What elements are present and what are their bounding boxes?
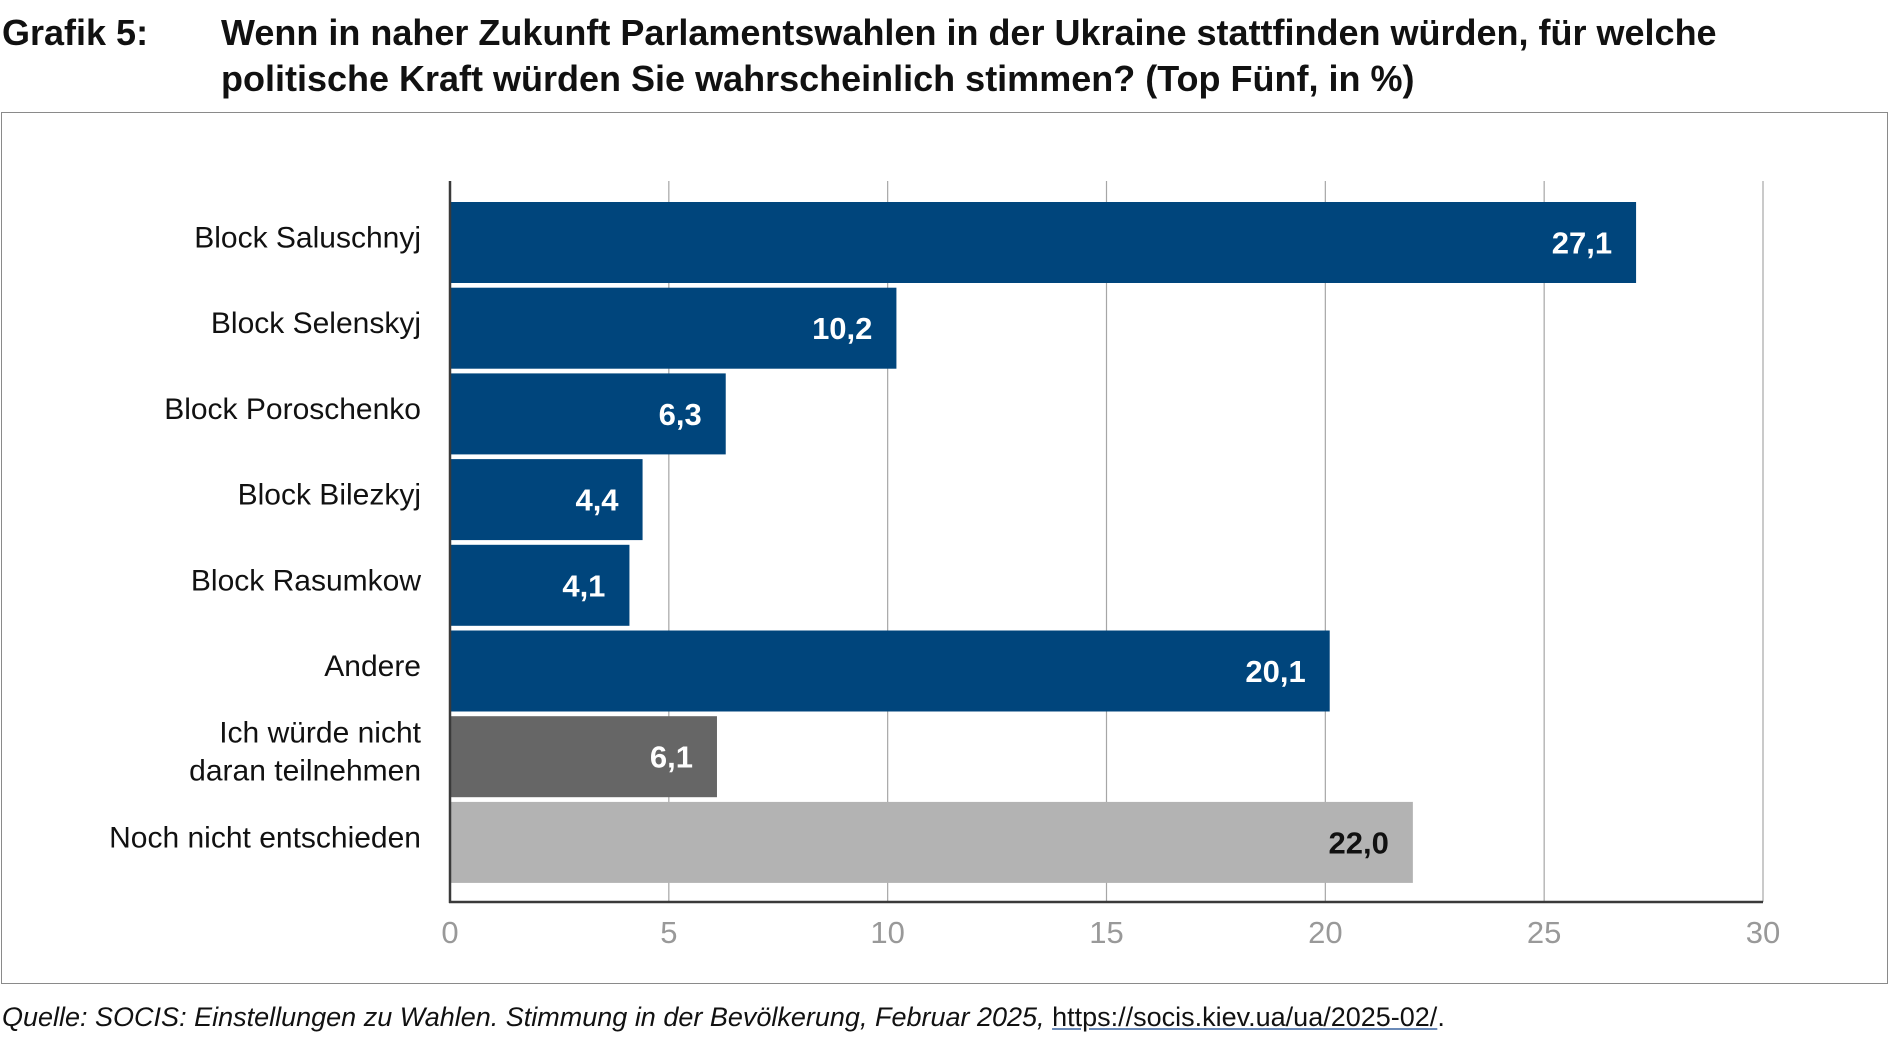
bar-value-label-3: 4,4 [575, 483, 619, 518]
category-label-3: Block Bilezkyj [238, 479, 421, 512]
bar-chart: 27,1 Block Saluschnyj 10,2 Block Selenskyj 6… [109, 181, 1780, 950]
category-label-6-line-0: Ich würde nicht [219, 717, 421, 750]
bar-4 [450, 544, 630, 626]
bar-value-label-6: 6,1 [650, 740, 693, 775]
bar-value-label-7: 22,0 [1329, 825, 1389, 860]
bar-5 [450, 630, 1330, 712]
bar-3 [450, 459, 643, 541]
source-text: Quelle: SOCIS: Einstellungen zu Wahlen. … [2, 1002, 1045, 1032]
bar-0 [450, 202, 1637, 283]
category-label-4: Block Rasumkow [191, 564, 421, 597]
category-label-1: Block Selenskyj [211, 307, 421, 340]
bar-7 [450, 801, 1413, 883]
bar-value-label-5: 20,1 [1245, 654, 1305, 689]
bar-value-label-0: 27,1 [1552, 226, 1612, 261]
bar-value-label-2: 6,3 [659, 397, 702, 432]
source-link[interactable]: https://socis.kiev.ua/ua/2025-02/ [1052, 1002, 1438, 1032]
x-tick-label-5: 5 [660, 915, 677, 950]
bar-value-label-1: 10,2 [812, 311, 872, 346]
bar-1 [450, 287, 897, 369]
x-tick-label-15: 15 [1089, 915, 1123, 950]
category-label-2: Block Poroschenko [164, 393, 421, 426]
chart-frame: 27,1 Block Saluschnyj 10,2 Block Selenskyj 6… [1, 112, 1888, 984]
x-tick-label-30: 30 [1746, 915, 1780, 950]
source-note: Quelle: SOCIS: Einstellungen zu Wahlen. … [2, 1000, 1445, 1034]
category-label-5: Andere [324, 650, 421, 683]
figure-number: Grafik 5: [2, 12, 149, 53]
x-tick-label-25: 25 [1527, 915, 1561, 950]
chart-title: Wenn in naher Zukunft Parlamentswahlen i… [221, 12, 1717, 99]
bar-2 [450, 373, 726, 455]
x-tick-label-20: 20 [1308, 915, 1342, 950]
source-end: . [1437, 1002, 1445, 1032]
bar-value-label-4: 4,1 [562, 568, 605, 603]
x-tick-label-0: 0 [441, 915, 458, 950]
x-tick-label-10: 10 [870, 915, 904, 950]
category-label-0: Block Saluschnyj [194, 222, 421, 255]
category-label-6-line-1: daran teilnehmen [189, 755, 421, 788]
category-label-7: Noch nicht entschieden [109, 821, 421, 854]
bar-6 [450, 716, 717, 798]
